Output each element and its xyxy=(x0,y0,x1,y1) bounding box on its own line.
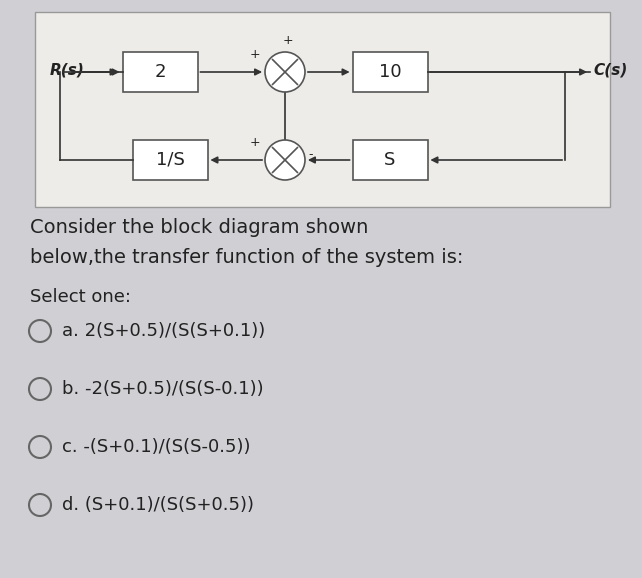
Text: C(s): C(s) xyxy=(593,62,627,77)
Text: 1/S: 1/S xyxy=(155,151,184,169)
Text: +: + xyxy=(282,34,293,47)
FancyBboxPatch shape xyxy=(35,12,610,207)
Text: d. (S+0.1)/(S(S+0.5)): d. (S+0.1)/(S(S+0.5)) xyxy=(62,496,254,514)
Circle shape xyxy=(29,378,51,400)
Circle shape xyxy=(29,494,51,516)
Text: b. -2(S+0.5)/(S(S-0.1)): b. -2(S+0.5)/(S(S-0.1)) xyxy=(62,380,264,398)
Text: -: - xyxy=(308,149,313,161)
FancyBboxPatch shape xyxy=(132,140,207,180)
Text: Consider the block diagram shown: Consider the block diagram shown xyxy=(30,218,369,237)
Text: Select one:: Select one: xyxy=(30,288,131,306)
FancyBboxPatch shape xyxy=(352,52,428,92)
Text: below,the transfer function of the system is:: below,the transfer function of the syste… xyxy=(30,248,464,267)
Text: 2: 2 xyxy=(154,63,166,81)
Text: a. 2(S+0.5)/(S(S+0.1)): a. 2(S+0.5)/(S(S+0.1)) xyxy=(62,322,265,340)
Text: S: S xyxy=(385,151,395,169)
Circle shape xyxy=(265,140,305,180)
Text: +: + xyxy=(249,135,260,149)
Text: 10: 10 xyxy=(379,63,401,81)
Circle shape xyxy=(29,320,51,342)
Circle shape xyxy=(29,436,51,458)
FancyBboxPatch shape xyxy=(352,140,428,180)
Text: c. -(S+0.1)/(S(S-0.5)): c. -(S+0.1)/(S(S-0.5)) xyxy=(62,438,250,456)
Circle shape xyxy=(265,52,305,92)
Text: R(s): R(s) xyxy=(50,62,85,77)
Text: +: + xyxy=(249,47,260,61)
FancyBboxPatch shape xyxy=(123,52,198,92)
